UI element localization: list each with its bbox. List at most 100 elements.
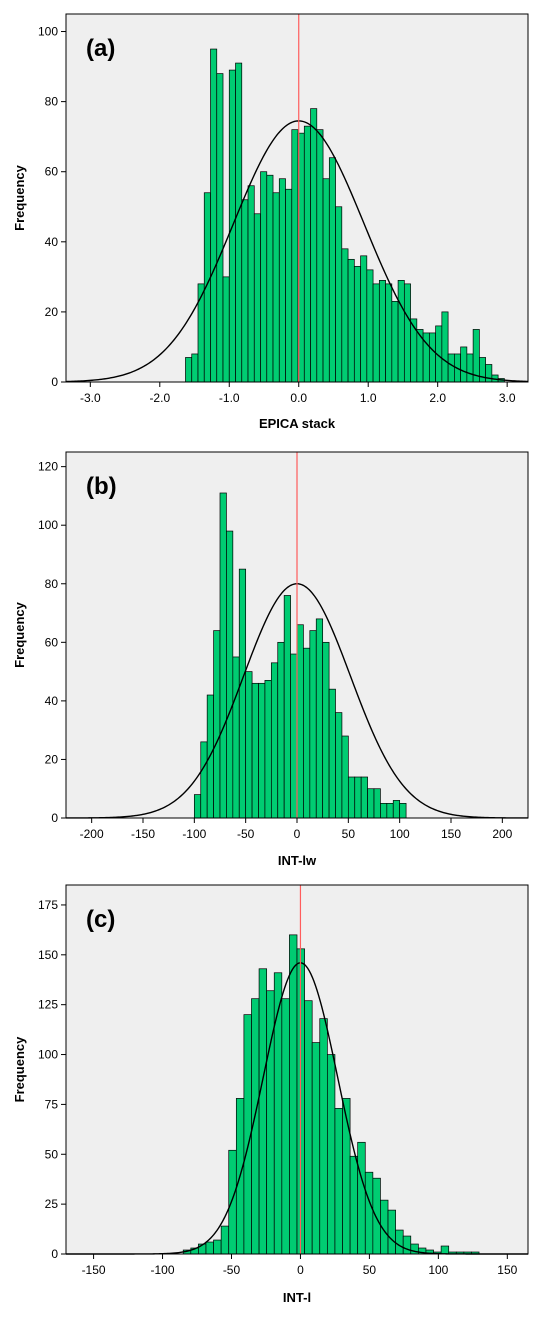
histogram-bar: [281, 998, 290, 1255]
y-tick-label: 60: [45, 635, 59, 649]
histogram-bar: [360, 776, 368, 819]
histogram-bar: [232, 656, 240, 819]
histogram-bar: [402, 1235, 412, 1255]
x-tick-label: 150: [497, 1263, 517, 1277]
histogram-bar: [387, 1209, 396, 1255]
histogram-bar: [353, 265, 361, 383]
y-tick-label: 80: [45, 577, 59, 591]
histogram-bar: [466, 353, 474, 383]
histogram-bar: [228, 1149, 237, 1255]
histogram-bar: [347, 776, 356, 819]
histogram-bar: [258, 682, 266, 819]
histogram-bar: [197, 283, 205, 383]
x-tick-label: -2.0: [149, 391, 170, 405]
x-tick-label: 0: [297, 1263, 304, 1277]
y-tick-label: 150: [38, 948, 58, 962]
chart-panel-1: 0 20 40 60 80 100 120 -200 -150 -100 -50 0 50 100 150 2…: [12, 451, 529, 868]
histogram-bar: [391, 301, 399, 383]
histogram-bar: [205, 1241, 214, 1255]
histogram-bar: [347, 258, 355, 383]
y-tick-label: 60: [45, 165, 59, 179]
histogram-bar: [283, 595, 291, 819]
histogram-bar: [357, 1141, 366, 1255]
x-tick-label: 100: [428, 1263, 448, 1277]
histogram-bar: [429, 332, 436, 383]
x-tick-label: -150: [82, 1263, 106, 1277]
x-tick-label: -3.0: [80, 391, 101, 405]
histogram-bar: [291, 129, 299, 383]
x-tick-label: -50: [223, 1263, 241, 1277]
y-tick-label: 40: [45, 235, 59, 249]
histogram-bar: [304, 1000, 313, 1255]
histogram-bar: [378, 280, 386, 383]
histogram-bar: [335, 206, 343, 383]
histogram-bar: [385, 283, 393, 383]
histogram-bar: [399, 803, 407, 819]
histogram-bar: [334, 1108, 343, 1255]
x-tick-label: -150: [131, 827, 155, 841]
histogram-bar: [296, 624, 304, 819]
y-axis-title: Frequency: [12, 1036, 27, 1103]
y-tick-label: 20: [45, 752, 59, 766]
histogram-bar: [210, 48, 218, 383]
histogram-bar: [273, 972, 283, 1255]
histogram-bar: [367, 788, 375, 819]
histogram-bar: [447, 353, 455, 383]
histogram-bar: [220, 1225, 230, 1255]
panel-label: (b): [86, 473, 117, 500]
y-tick-label: 0: [51, 1247, 58, 1261]
histogram-bar: [328, 688, 336, 819]
histogram-bar: [238, 568, 247, 819]
plot-frame: [65, 884, 529, 1255]
histogram-bar: [310, 108, 318, 383]
histogram-bar: [260, 171, 268, 383]
histogram-bar: [185, 357, 193, 383]
panel-label: (c): [86, 906, 115, 933]
histogram-bar: [341, 248, 349, 383]
y-tick-label: 100: [38, 518, 58, 532]
histogram-bar: [272, 192, 280, 383]
histogram-bar: [349, 1155, 359, 1255]
y-axis-title: Frequency: [12, 164, 27, 231]
histogram-bar: [270, 662, 279, 819]
histogram-bar: [309, 630, 317, 819]
y-tick-label: 40: [45, 694, 59, 708]
histogram-bar: [322, 641, 330, 819]
histogram-bar: [303, 647, 311, 819]
y-tick-label: 0: [51, 375, 58, 389]
histogram-bar: [460, 346, 468, 383]
histogram-bar: [322, 178, 330, 383]
x-tick-label: 50: [363, 1263, 377, 1277]
histogram-bar: [213, 630, 221, 819]
histogram-bar: [479, 357, 486, 383]
histogram-bar: [258, 968, 268, 1255]
histogram-bar: [235, 62, 243, 383]
histogram-bar: [366, 269, 374, 383]
x-tick-label: 0.0: [290, 391, 307, 405]
y-tick-label: 125: [38, 998, 58, 1012]
y-tick-label: 100: [38, 25, 58, 39]
x-tick-label: 3.0: [499, 391, 516, 405]
histogram-bar: [266, 174, 274, 383]
chart-panel-2: 0 25 50 75 100 125 150 175 -150 -100 -50 0 50 100 150 I…: [12, 884, 529, 1305]
y-tick-label: 75: [45, 1097, 59, 1111]
plot-frame: [65, 13, 529, 383]
histogram-bar: [311, 1042, 321, 1255]
histogram-bar: [247, 185, 255, 383]
x-axis-title: INT-l: [283, 1290, 311, 1305]
histogram-bar: [241, 199, 249, 383]
histogram-bar: [253, 213, 261, 383]
y-tick-label: 120: [38, 460, 58, 474]
panel-label: (a): [86, 35, 115, 62]
histogram-bar: [278, 178, 286, 383]
histogram-bar: [403, 283, 411, 383]
histogram-bar: [354, 776, 362, 819]
histogram-bar: [364, 1171, 374, 1255]
x-tick-label: 2.0: [429, 391, 446, 405]
histogram-bar: [264, 680, 272, 819]
y-tick-label: 80: [45, 95, 59, 109]
histogram-bar: [245, 671, 253, 819]
histogram-bar: [380, 803, 388, 819]
y-axis-title: Frequency: [12, 601, 27, 668]
